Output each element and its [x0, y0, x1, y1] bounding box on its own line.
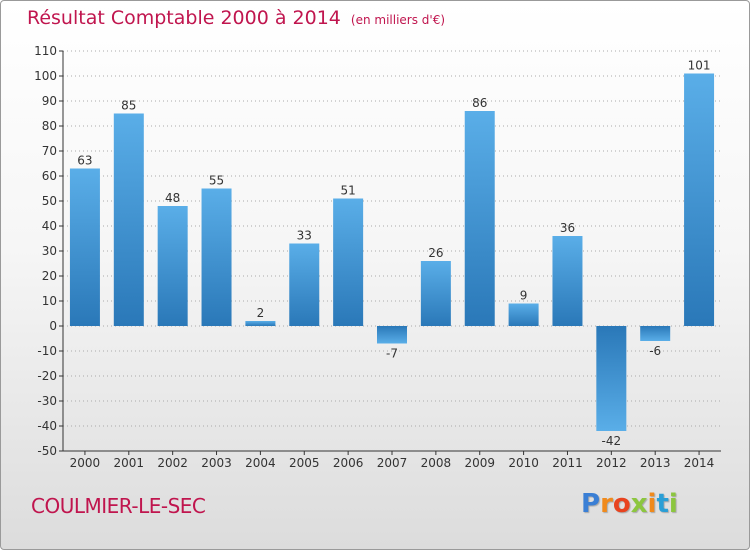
y-tick-label: -50: [37, 444, 57, 458]
logo-letter: x: [630, 489, 648, 519]
y-tick-label: 100: [34, 69, 57, 83]
x-tick-label-2001: 2001: [114, 456, 145, 470]
y-tick-label: 50: [42, 194, 57, 208]
data-label-2014: 101: [688, 59, 711, 73]
data-label-2007: -7: [386, 347, 398, 361]
y-tick-label: 30: [42, 244, 57, 258]
bar-2005: [289, 243, 320, 326]
bar-2001: [113, 113, 144, 326]
x-tick-label-2009: 2009: [464, 456, 495, 470]
data-label-2002: 48: [165, 191, 180, 205]
data-label-2004: 2: [257, 306, 265, 320]
proxiti-logo: Proxiti: [581, 489, 678, 519]
data-label-2006: 51: [340, 184, 355, 198]
x-tick-label-2014: 2014: [684, 456, 715, 470]
logo-letter: P: [581, 489, 601, 519]
data-label-2008: 26: [428, 246, 443, 260]
data-label-2010: 9: [520, 289, 528, 303]
data-label-2000: 63: [77, 154, 92, 168]
logo-letter: t: [656, 489, 669, 519]
logo-letter: r: [600, 489, 613, 519]
data-label-2005: 33: [297, 229, 312, 243]
data-label-2001: 85: [121, 99, 136, 113]
x-tick-label-2000: 2000: [70, 456, 101, 470]
data-label-2009: 86: [472, 96, 487, 110]
chart-title: Résultat Comptable 2000 à 2014: [27, 7, 341, 29]
y-tick-label: 110: [34, 44, 57, 58]
logo-letter: i: [647, 489, 657, 519]
bar-2011: [552, 236, 583, 326]
y-tick-label: 60: [42, 169, 57, 183]
bar-2009: [464, 111, 495, 326]
bar-2004: [245, 321, 276, 326]
bar-2006: [333, 198, 364, 326]
x-tick-label-2002: 2002: [157, 456, 188, 470]
x-tick-label-2004: 2004: [245, 456, 276, 470]
data-label-2013: -6: [649, 344, 661, 358]
x-tick-label-2012: 2012: [596, 456, 627, 470]
y-tick-label: 0: [49, 319, 57, 333]
bar-2012: [596, 326, 627, 431]
bar-2000: [69, 168, 100, 326]
x-tick-label-2005: 2005: [289, 456, 320, 470]
bar-2010: [508, 303, 539, 326]
x-tick-label-2007: 2007: [377, 456, 408, 470]
x-tick-label-2008: 2008: [421, 456, 452, 470]
y-tick-label: 70: [42, 144, 57, 158]
bar-2002: [157, 206, 188, 326]
x-tick-label-2003: 2003: [201, 456, 232, 470]
y-tick-label: -10: [37, 344, 57, 358]
y-tick-label: 80: [42, 119, 57, 133]
y-tick-label: -30: [37, 394, 57, 408]
y-tick-label: -20: [37, 369, 57, 383]
logo-letter: i: [668, 489, 678, 519]
x-tick-label-2006: 2006: [333, 456, 364, 470]
bar-2008: [420, 261, 451, 326]
bar-2014: [684, 73, 715, 326]
y-tick-label: -40: [37, 419, 57, 433]
commune-name: COULMIER-LE-SEC: [31, 494, 206, 518]
y-tick-label: 90: [42, 94, 57, 108]
bar-2003: [201, 188, 232, 326]
bar-2013: [640, 326, 671, 341]
x-tick-label-2011: 2011: [552, 456, 583, 470]
data-label-2011: 36: [560, 221, 575, 235]
y-tick-label: 10: [42, 294, 57, 308]
chart-title-row: Résultat Comptable 2000 à 2014 (en millie…: [27, 7, 445, 29]
data-label-2012: -42: [602, 434, 622, 448]
data-label-2003: 55: [209, 174, 224, 188]
x-tick-label-2013: 2013: [640, 456, 671, 470]
axis-layer: -50 -40 -30 -20 -10 0 10 20 30 40 50 60 70 80 90 100 110…: [34, 44, 721, 470]
chart-subtitle: (en milliers d'€): [350, 13, 446, 27]
label-layer: 63 85 48 55 2 33 51 -7 26 86 9 36 -42 -6 101: [77, 59, 710, 449]
bar-2007: [377, 326, 407, 344]
y-tick-label: 20: [42, 269, 57, 283]
logo-letter: o: [612, 489, 631, 519]
y-tick-label: 40: [42, 219, 57, 233]
x-tick-label-2010: 2010: [508, 456, 539, 470]
bar-layer: [69, 73, 715, 431]
